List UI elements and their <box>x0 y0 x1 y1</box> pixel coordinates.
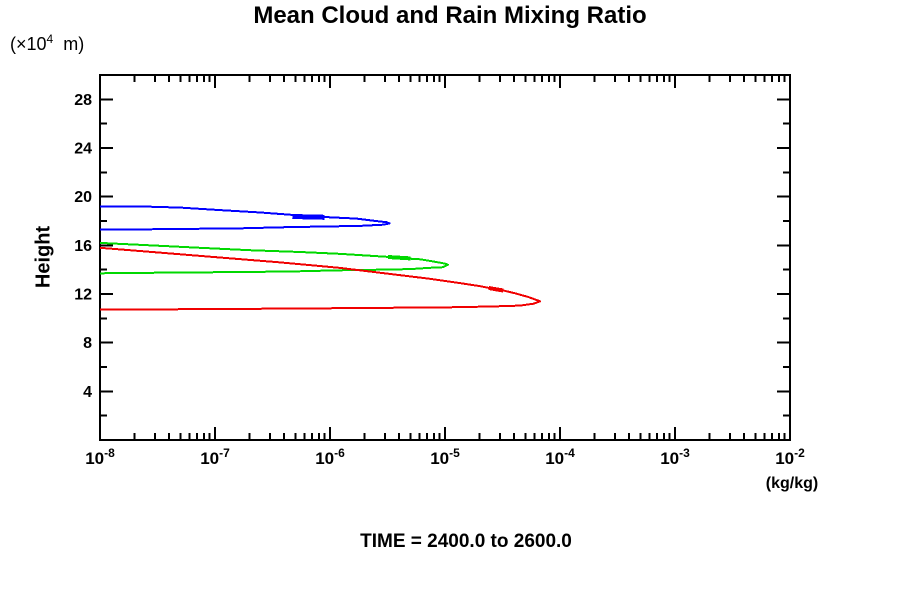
chart-title: Mean Cloud and Rain Mixing Ratio <box>253 2 647 29</box>
x-axis-unit-label: (kg/kg) <box>765 475 819 492</box>
tick-labels: 10-8 10-7 10-6 10-5 10-4 10-3 10-2 4 8 12 16 20 24 28 <box>74 92 805 468</box>
series-red-contour-emphasis <box>488 286 504 293</box>
y-tick-label: 4 <box>83 384 92 401</box>
y-axis-unit-label: (×104 m) <box>10 32 84 55</box>
y-unit-pre: (×10 <box>10 34 47 54</box>
series-blue-contour-emphasis <box>292 214 325 220</box>
plot-border <box>99 74 791 441</box>
y-tick-label: 28 <box>74 92 92 109</box>
series-red-contour <box>99 246 541 311</box>
y-tick-label: 12 <box>74 287 92 304</box>
series-green-contour-emphasis <box>387 255 411 261</box>
x-tick-label: 10-2 <box>775 446 805 468</box>
y-tick-label: 8 <box>83 335 92 352</box>
y-unit-post: m) <box>53 34 85 54</box>
x-tick-label: 10-4 <box>545 446 575 468</box>
y-tick-label: 20 <box>74 189 92 206</box>
time-caption: TIME = 2400.0 to 2600.0 <box>360 531 572 552</box>
series-blue-contour <box>100 205 391 231</box>
x-tick-label: 10-5 <box>430 446 460 468</box>
y-unit-exponent: 4 <box>46 32 54 46</box>
axes <box>99 74 791 441</box>
series-green-contour <box>99 241 449 275</box>
series-group <box>99 205 541 311</box>
x-tick-label: 10-3 <box>660 446 690 468</box>
x-tick-label: 10-6 <box>315 446 345 468</box>
x-tick-label: 10-7 <box>200 446 230 468</box>
x-tick-label: 10-8 <box>85 446 115 468</box>
y-tick-label: 24 <box>74 141 92 158</box>
y-tick-label: 16 <box>74 238 92 255</box>
